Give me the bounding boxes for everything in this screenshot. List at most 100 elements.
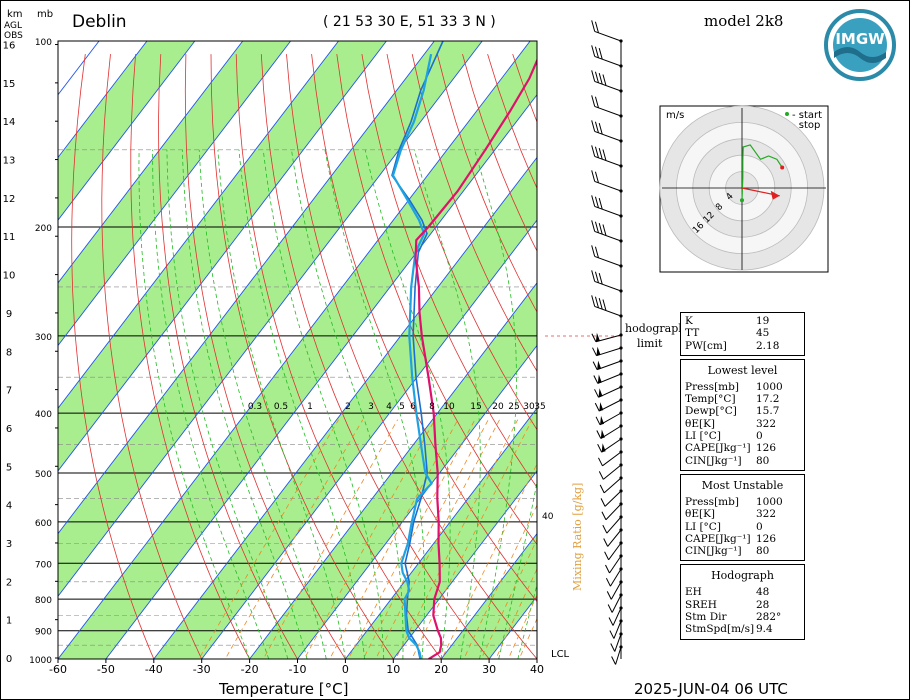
lcl-label: LCL [551, 649, 570, 660]
barb-flag [601, 511, 607, 521]
moist-adiabat [262, 149, 385, 659]
barb-flag [591, 270, 596, 282]
barb-staff [614, 633, 622, 652]
mixing-ratio-label: 6 [410, 402, 416, 412]
barb-flag [594, 246, 599, 258]
barb-staff [606, 516, 622, 534]
barb-staff [602, 464, 622, 480]
wind-barb [604, 542, 622, 561]
wind-barb [607, 594, 622, 613]
barb-flag [593, 375, 599, 384]
mixing-ratio-line [480, 538, 537, 659]
barb-flag [605, 564, 610, 574]
barb-flag [594, 196, 599, 208]
isotherm--140 [58, 41, 148, 159]
most-unstable-title: Most Unstable [701, 478, 784, 492]
wind-barb [598, 451, 622, 467]
stats-row: θE[K] 322 [685, 508, 800, 520]
barb-flag [600, 498, 606, 507]
wind-barb [591, 220, 622, 242]
wind-barb [591, 245, 622, 267]
mixing-ratio-line [411, 419, 533, 659]
barb-flag [607, 604, 613, 613]
moist-adiabat [474, 149, 517, 659]
km-tick-label: 8 [6, 347, 12, 358]
barb-flag [591, 170, 596, 182]
pressure-tick-label: 700 [35, 560, 52, 570]
mixing-ratio-line [224, 419, 364, 659]
barb-flag [594, 402, 600, 412]
pressure-tick-label: 1000 [29, 656, 52, 666]
stats-value: 80 [756, 545, 770, 558]
barb-flag [591, 333, 597, 342]
km-tick-label: 14 [3, 117, 16, 128]
barb-flag [602, 524, 608, 534]
barb-flag [595, 416, 601, 426]
moist-adiabat [291, 149, 404, 659]
stats-row: θE[K] 322 [685, 418, 800, 430]
isotherm--90 [58, 41, 387, 472]
stats-key: SREH [685, 598, 717, 611]
mixing-ratio-line [329, 419, 459, 659]
km-tick-label: 2 [6, 577, 12, 588]
dry-adiabat [71, 54, 155, 659]
moist-adiabats [138, 149, 537, 659]
mixing-ratio-label: 30 [523, 402, 535, 412]
wind-barb [591, 145, 622, 167]
stats-row: StmSpd[m/s] 9.4 [685, 623, 800, 635]
km-tick-label: 16 [3, 41, 16, 52]
barb-flag [592, 347, 597, 356]
obs-label: OBS [4, 31, 23, 41]
mixing-ratio-label: 15 [470, 402, 481, 412]
stats-key: K [685, 315, 693, 327]
mixing-ratio-label: 20 [492, 402, 504, 412]
dry-adiabat [158, 54, 298, 659]
stats-value: 282° [756, 611, 782, 624]
wind-barb [592, 360, 622, 371]
x-axis-label: Temperature [°C] [218, 680, 348, 698]
wind-barb [597, 438, 622, 453]
wind-barb [609, 620, 622, 639]
wind-barb [600, 490, 622, 507]
barb-staff [594, 305, 622, 317]
wind-barb [592, 346, 622, 357]
mixing-ratio-line [495, 568, 537, 659]
barb-staff [612, 607, 622, 626]
temperature-profile [414, 57, 537, 659]
isotherm--20 [249, 282, 537, 659]
barb-flag [598, 123, 603, 135]
lowest-level-title: Lowest level [707, 363, 778, 377]
stats-key: Temp[°C] [685, 393, 736, 406]
isotherm-lines [58, 41, 537, 659]
barb-staff [594, 55, 622, 67]
mixing-ratio-label: 5 [399, 402, 405, 412]
mixing-ratio-line [303, 419, 436, 659]
wind-barb [611, 646, 622, 665]
hodograph-start-point [740, 198, 744, 203]
stats-row: Temp[°C] 17.2 [685, 393, 800, 405]
barb-flag [603, 538, 609, 547]
barb-flag [597, 443, 603, 453]
stats-lowest-level: Lowest level Press[mb] 1000 Temp[°C] 17.2 De… [680, 358, 805, 471]
isotherm--50 [105, 93, 537, 659]
barb-flag [598, 223, 603, 235]
station-title: Deblin [72, 12, 127, 32]
isotherm--110 [58, 41, 292, 347]
barb-staff [594, 230, 622, 242]
wind-barb [591, 295, 622, 317]
hodograph-ring-label: 8 [714, 202, 725, 213]
stats-value: 19 [756, 315, 770, 327]
wind-barb [591, 95, 622, 117]
wind-barb [595, 412, 622, 426]
wind-barb [605, 568, 622, 587]
wind-barb [606, 581, 622, 600]
barb-flag [594, 389, 599, 398]
dry-adiabat [411, 54, 537, 372]
moist-adiabat [138, 149, 250, 659]
mixing-ratio-line [362, 419, 489, 659]
barb-flag [598, 148, 603, 160]
barb-flag [598, 273, 603, 285]
dry-adiabat [311, 54, 537, 603]
wind-barb [591, 45, 622, 67]
